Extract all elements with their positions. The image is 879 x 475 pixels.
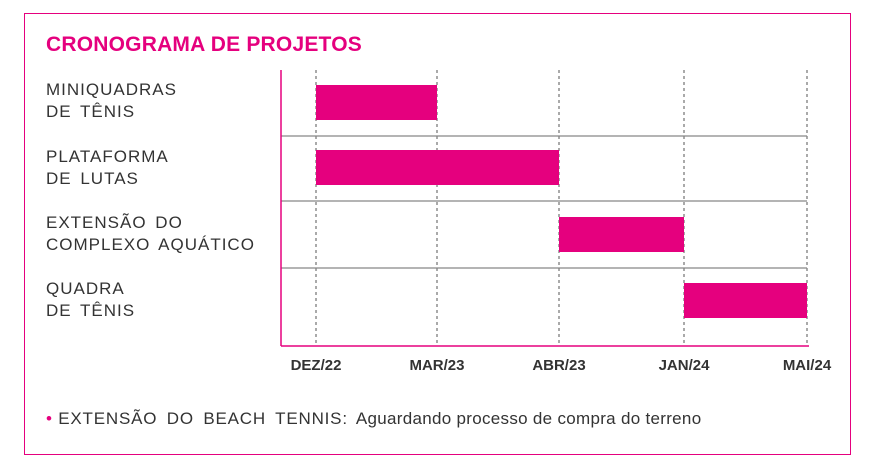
gantt-bar [684,283,807,318]
row-label-plataforma: PLATAFORMA DE LUTAS [46,146,169,190]
row-label-line: MINIQUADRAS [46,80,177,99]
gantt-bar [559,217,684,252]
row-label-extensao: EXTENSÃO DO COMPLEXO AQUÁTICO [46,212,255,256]
row-label-line: DE TÊNIS [46,301,136,320]
x-tick-label: MAR/23 [409,357,464,374]
row-label-line: DE LUTAS [46,169,139,188]
row-label-line: EXTENSÃO DO [46,213,183,232]
x-tick-label: JAN/24 [659,357,711,374]
footnote: • EXTENSÃO DO BEACH TENNIS: Aguardando pro… [46,409,701,429]
x-tick-label: ABR/23 [532,357,585,374]
chart-frame [24,13,851,455]
gantt-bar [316,85,437,120]
row-label-line: QUADRA [46,279,125,298]
chart-title: CRONOGRAMA DE PROJETOS [46,33,362,56]
gantt-bar [316,150,559,185]
bullet-icon: • [46,409,53,428]
row-label-line: DE TÊNIS [46,102,136,121]
footnote-text: Aguardando processo de compra do terreno [355,409,702,428]
x-tick-label: MAI/24 [783,357,832,374]
x-tick-label: DEZ/22 [291,357,342,374]
row-label-quadra: QUADRA DE TÊNIS [46,278,135,322]
row-label-line: PLATAFORMA [46,147,169,166]
footnote-label: EXTENSÃO DO BEACH TENNIS: [58,409,348,428]
row-label-miniquadras: MINIQUADRAS DE TÊNIS [46,79,177,123]
row-label-line: COMPLEXO AQUÁTICO [46,235,255,254]
